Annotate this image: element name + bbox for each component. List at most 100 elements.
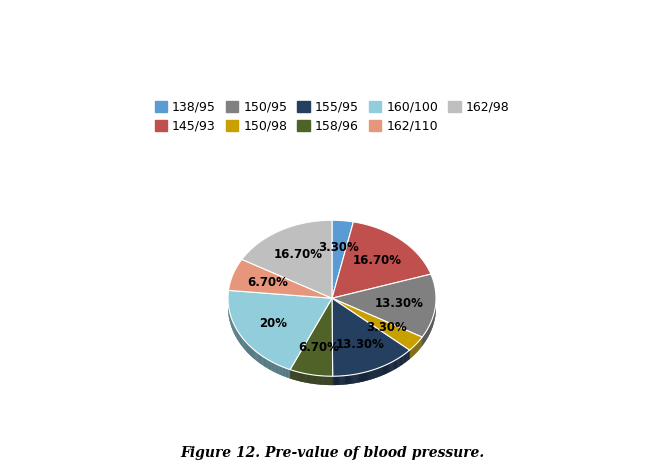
PathPatch shape <box>358 373 359 383</box>
PathPatch shape <box>361 373 362 382</box>
PathPatch shape <box>245 341 246 351</box>
PathPatch shape <box>242 338 244 348</box>
PathPatch shape <box>390 362 392 372</box>
PathPatch shape <box>242 220 332 298</box>
PathPatch shape <box>377 368 378 377</box>
PathPatch shape <box>251 347 252 357</box>
PathPatch shape <box>280 365 282 375</box>
PathPatch shape <box>290 298 333 376</box>
PathPatch shape <box>345 376 346 385</box>
PathPatch shape <box>398 358 399 367</box>
PathPatch shape <box>373 370 374 379</box>
PathPatch shape <box>238 332 240 343</box>
PathPatch shape <box>244 340 245 350</box>
PathPatch shape <box>374 369 375 379</box>
PathPatch shape <box>392 361 393 371</box>
PathPatch shape <box>405 353 406 363</box>
PathPatch shape <box>365 372 366 381</box>
PathPatch shape <box>385 365 386 374</box>
PathPatch shape <box>244 340 245 350</box>
Text: 3.30%: 3.30% <box>319 241 359 254</box>
PathPatch shape <box>259 354 260 363</box>
PathPatch shape <box>361 373 362 382</box>
PathPatch shape <box>364 372 365 381</box>
PathPatch shape <box>283 367 284 376</box>
PathPatch shape <box>261 355 262 365</box>
PathPatch shape <box>270 361 272 371</box>
PathPatch shape <box>351 375 353 384</box>
PathPatch shape <box>338 376 339 385</box>
PathPatch shape <box>332 274 436 337</box>
PathPatch shape <box>360 373 361 382</box>
PathPatch shape <box>377 368 378 377</box>
PathPatch shape <box>364 372 365 381</box>
PathPatch shape <box>270 361 272 371</box>
PathPatch shape <box>268 359 269 369</box>
PathPatch shape <box>256 352 258 362</box>
PathPatch shape <box>268 359 269 369</box>
PathPatch shape <box>381 366 382 376</box>
PathPatch shape <box>395 360 396 369</box>
PathPatch shape <box>406 352 407 361</box>
PathPatch shape <box>347 375 348 384</box>
PathPatch shape <box>378 368 379 377</box>
PathPatch shape <box>265 358 266 367</box>
PathPatch shape <box>287 369 289 378</box>
PathPatch shape <box>348 375 349 384</box>
PathPatch shape <box>362 372 363 382</box>
Text: 16.70%: 16.70% <box>353 254 402 267</box>
PathPatch shape <box>248 344 249 354</box>
PathPatch shape <box>360 373 361 382</box>
PathPatch shape <box>398 358 399 367</box>
PathPatch shape <box>409 350 410 359</box>
PathPatch shape <box>269 360 270 370</box>
PathPatch shape <box>237 330 238 340</box>
PathPatch shape <box>379 367 380 377</box>
PathPatch shape <box>336 376 337 385</box>
PathPatch shape <box>390 362 392 372</box>
PathPatch shape <box>382 366 383 375</box>
PathPatch shape <box>349 375 350 384</box>
PathPatch shape <box>389 363 390 372</box>
PathPatch shape <box>277 365 278 374</box>
PathPatch shape <box>260 354 261 364</box>
PathPatch shape <box>357 374 358 383</box>
PathPatch shape <box>273 362 274 372</box>
PathPatch shape <box>245 341 246 351</box>
PathPatch shape <box>258 353 259 363</box>
PathPatch shape <box>344 376 345 385</box>
PathPatch shape <box>393 361 394 370</box>
PathPatch shape <box>402 355 404 365</box>
PathPatch shape <box>282 366 283 376</box>
PathPatch shape <box>375 369 376 378</box>
PathPatch shape <box>407 352 408 361</box>
PathPatch shape <box>376 368 377 378</box>
Text: 6.70%: 6.70% <box>247 276 288 289</box>
PathPatch shape <box>406 352 407 361</box>
PathPatch shape <box>404 354 405 363</box>
PathPatch shape <box>249 345 250 355</box>
PathPatch shape <box>339 376 341 385</box>
PathPatch shape <box>287 369 289 378</box>
PathPatch shape <box>347 375 348 384</box>
PathPatch shape <box>250 346 251 356</box>
PathPatch shape <box>363 372 364 382</box>
PathPatch shape <box>248 344 249 354</box>
PathPatch shape <box>343 376 344 385</box>
PathPatch shape <box>346 375 347 385</box>
PathPatch shape <box>336 376 337 385</box>
PathPatch shape <box>401 356 402 365</box>
PathPatch shape <box>332 298 410 376</box>
PathPatch shape <box>380 367 381 376</box>
PathPatch shape <box>274 363 276 372</box>
PathPatch shape <box>266 359 268 368</box>
PathPatch shape <box>375 369 376 378</box>
PathPatch shape <box>289 369 290 379</box>
PathPatch shape <box>401 356 402 365</box>
PathPatch shape <box>353 374 355 384</box>
PathPatch shape <box>284 367 286 377</box>
PathPatch shape <box>277 365 278 374</box>
PathPatch shape <box>359 373 360 383</box>
PathPatch shape <box>378 368 379 377</box>
PathPatch shape <box>269 360 270 370</box>
